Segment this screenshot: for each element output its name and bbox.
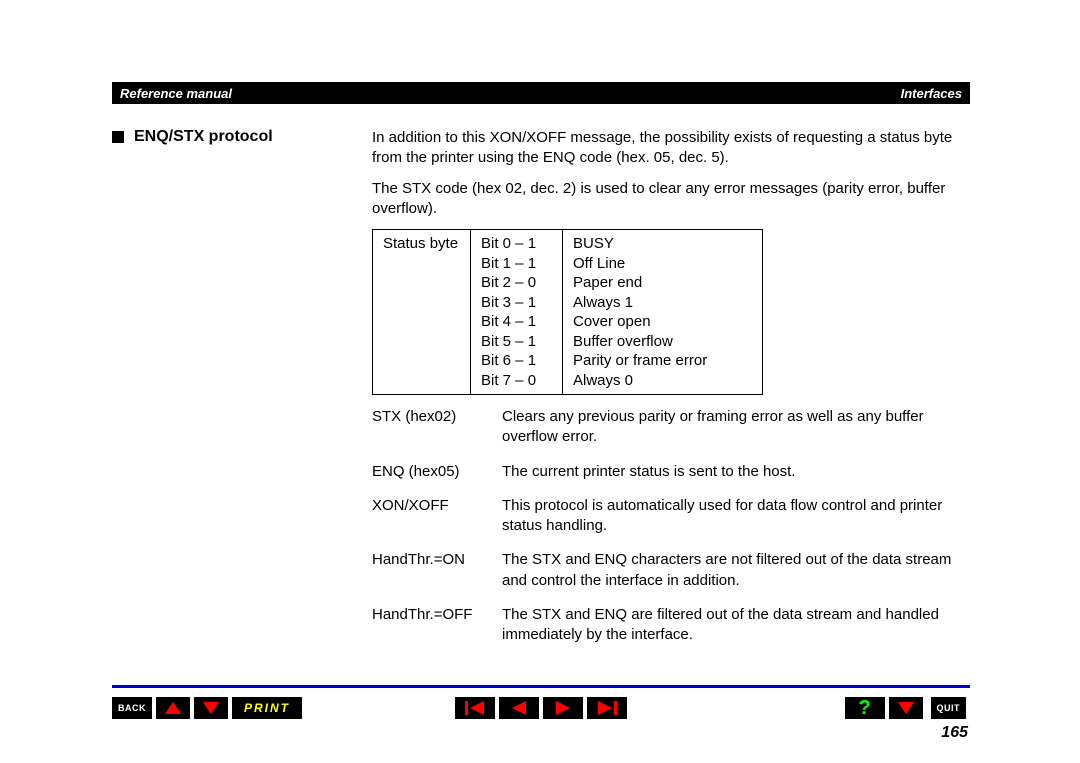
skip-first-icon [464,700,486,716]
paragraph-1: In addition to this XON/XOFF message, th… [372,128,970,169]
scroll-up-button[interactable] [156,697,190,719]
prev-page-button[interactable] [499,697,539,719]
table-row: Cover open [573,312,752,332]
header-left: Reference manual [120,86,232,101]
section-heading: ENQ/STX protocol [112,128,273,146]
triangle-left-icon [510,700,528,716]
body-column: In addition to this XON/XOFF message, th… [372,128,970,659]
table-label-cell: Status byte [373,230,471,395]
table-row: Off Line [573,254,752,274]
nav-bar: BACK PRINT [112,696,970,720]
table-row: Bit 4 – 1 [481,312,552,332]
definition-row: XON/XOFF This protocol is automatically … [372,496,970,537]
table-row: Bit 3 – 1 [481,293,552,313]
triangle-right-icon [554,700,572,716]
nav-center-group [455,697,627,719]
definition-term: ENQ (hex05) [372,462,502,482]
table-row: Bit 7 – 0 [481,371,552,391]
definition-desc: The STX and ENQ characters are not filte… [502,550,970,591]
table-row: Bit 5 – 1 [481,332,552,352]
bullet-square-icon [112,131,124,143]
definition-desc: This protocol is automatically used for … [502,496,970,537]
definition-desc: Clears any previous parity or framing er… [502,407,970,448]
horizontal-rule [112,685,970,688]
definition-term: STX (hex02) [372,407,502,448]
page: Reference manual Interfaces ENQ/STX prot… [0,0,1080,763]
next-page-button[interactable] [543,697,583,719]
print-button[interactable]: PRINT [232,697,302,719]
last-page-button[interactable] [587,697,627,719]
section-title: ENQ/STX protocol [134,128,273,146]
page-number: 165 [941,724,968,742]
help-button[interactable]: ? [845,697,885,719]
status-byte-table: Status byte Bit 0 – 1 Bit 1 – 1 Bit 2 – … [372,229,763,395]
definition-desc: The current printer status is sent to th… [502,462,970,482]
skip-last-icon [596,700,618,716]
first-page-button[interactable] [455,697,495,719]
table-row: Always 0 [573,371,752,391]
scroll-down-button[interactable] [194,697,228,719]
table-row: Paper end [573,273,752,293]
table-row: Bit 0 – 1 [481,234,552,254]
definition-term: HandThr.=ON [372,550,502,591]
table-row: Parity or frame error [573,351,752,371]
definition-row: STX (hex02) Clears any previous parity o… [372,407,970,448]
header-bar: Reference manual Interfaces [112,82,970,104]
table-row: Bit 2 – 0 [481,273,552,293]
definition-term: HandThr.=OFF [372,605,502,646]
triangle-up-icon [164,701,182,715]
quit-button[interactable]: QUIT [931,697,967,719]
table-row: Bit 1 – 1 [481,254,552,274]
table-bits-cell: Bit 0 – 1 Bit 1 – 1 Bit 2 – 0 Bit 3 – 1 … [471,230,563,395]
definition-term: XON/XOFF [372,496,502,537]
definition-desc: The STX and ENQ are filtered out of the … [502,605,970,646]
back-button[interactable]: BACK [112,697,152,719]
triangle-down-icon [897,701,915,715]
nav-right-group: ? QUIT [845,697,971,719]
triangle-down-icon [202,701,220,715]
table-row: Bit 6 – 1 [481,351,552,371]
table-row: Buffer overflow [573,332,752,352]
definition-row: ENQ (hex05) The current printer status i… [372,462,970,482]
table-meanings-cell: BUSY Off Line Paper end Always 1 Cover o… [563,230,763,395]
scroll-down-right-button[interactable] [889,697,923,719]
table-row: BUSY [573,234,752,254]
table-row: Always 1 [573,293,752,313]
definition-row: HandThr.=ON The STX and ENQ characters a… [372,550,970,591]
header-right: Interfaces [901,86,962,101]
definition-row: HandThr.=OFF The STX and ENQ are filtere… [372,605,970,646]
paragraph-2: The STX code (hex 02, dec. 2) is used to… [372,179,970,220]
